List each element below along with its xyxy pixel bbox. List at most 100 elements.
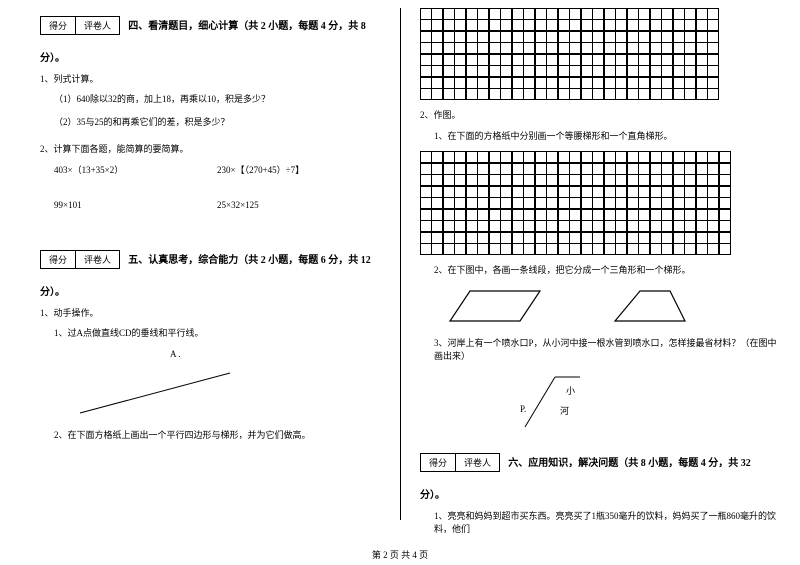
grid-cell [592, 209, 604, 221]
grid-cell [581, 31, 593, 43]
grid-cell [500, 243, 512, 255]
grid-cell [604, 19, 616, 31]
grid-cell [466, 243, 478, 255]
grid-cell [500, 197, 512, 209]
score-box-5: 得分评卷人 [40, 250, 120, 269]
grid-cell [569, 209, 581, 221]
grid-cell [558, 197, 570, 209]
section-6-title: 六、应用知识，解决问题（共 8 小题，每题 4 分，共 32 [508, 458, 751, 469]
grid-cell [443, 197, 455, 209]
grid-cell [489, 232, 501, 244]
grid-cell [569, 31, 581, 43]
grid-cell [696, 77, 708, 89]
grid-cell [569, 174, 581, 186]
grid-cell [661, 54, 673, 66]
grid-cell [673, 42, 685, 54]
grid-cell [627, 174, 639, 186]
grid-cell [650, 54, 662, 66]
grid-cell [615, 151, 627, 163]
grid-cell [592, 151, 604, 163]
q-r-2a: 1、在下面的方格纸中分别画一个等腰梯形和一个直角梯形。 [434, 129, 780, 142]
grid-cell [615, 8, 627, 20]
grid-cell [615, 174, 627, 186]
grid-cell [420, 243, 432, 255]
grid-cell [604, 174, 616, 186]
grid-cell [523, 243, 535, 255]
grid-cell [558, 77, 570, 89]
right-column: 2、作图。 1、在下面的方格纸中分别画一个等腰梯形和一个直角梯形。 2、在下图中… [400, 0, 800, 540]
grid-cell [523, 19, 535, 31]
grid-cell [535, 88, 547, 100]
grid-cell [512, 77, 524, 89]
grid-cell [627, 197, 639, 209]
parallelogram [450, 291, 540, 321]
grid-cell [523, 232, 535, 244]
grid-cell [431, 54, 443, 66]
grid-cell [569, 77, 581, 89]
grid-cell [535, 19, 547, 31]
grid-cell [546, 220, 558, 232]
grid-cell [696, 209, 708, 221]
grid-cell [443, 163, 455, 175]
grid-cell [489, 186, 501, 198]
grid-cell [638, 197, 650, 209]
calc-4: 25×32×125 [217, 200, 380, 210]
section-4-fen: 分）。 [40, 49, 380, 64]
grid-cell [466, 151, 478, 163]
grid-cell [604, 65, 616, 77]
grid-cell [650, 197, 662, 209]
grid-cell [673, 151, 685, 163]
grid-cell [523, 65, 535, 77]
section-5-title: 五、认真思考，综合能力（共 2 小题，每题 6 分，共 12 [128, 255, 371, 266]
grader-label: 评卷人 [76, 251, 119, 268]
grid-cell [684, 197, 696, 209]
grid-cell [673, 197, 685, 209]
grid-cell [523, 42, 535, 54]
page-footer: 第 2 页 共 4 页 [0, 548, 800, 561]
grid-cell [523, 31, 535, 43]
grid-cell [569, 8, 581, 20]
grid-cell [535, 197, 547, 209]
grid-cell [661, 88, 673, 100]
grid-cell [696, 220, 708, 232]
grid-cell [696, 88, 708, 100]
grid-cell [650, 65, 662, 77]
grid-cell [661, 186, 673, 198]
grid-cell [500, 65, 512, 77]
grid-cell [638, 19, 650, 31]
grid-cell [661, 243, 673, 255]
grid-cell [604, 77, 616, 89]
grid-cell [466, 88, 478, 100]
grid-2 [420, 152, 731, 256]
grid-cell [638, 31, 650, 43]
grid-cell [615, 65, 627, 77]
grid-cell [477, 65, 489, 77]
score-label: 得分 [41, 17, 76, 34]
grid-cell [443, 8, 455, 20]
river-diagram: 小 河 P. [520, 372, 780, 439]
grid-cell [420, 54, 432, 66]
grid-cell [650, 8, 662, 20]
grid-cell [684, 8, 696, 20]
grid-cell [466, 77, 478, 89]
grid-cell [696, 243, 708, 255]
grid-cell [569, 42, 581, 54]
grid-cell [431, 243, 443, 255]
grid-cell [661, 77, 673, 89]
grid-cell [477, 77, 489, 89]
grid-cell [500, 209, 512, 221]
grid-cell [558, 209, 570, 221]
parallelogram-svg [440, 286, 550, 326]
grid-cell [443, 151, 455, 163]
grid-cell [696, 54, 708, 66]
grid-cell [558, 19, 570, 31]
grid-cell [627, 209, 639, 221]
grid-cell [489, 197, 501, 209]
grid-cell [454, 174, 466, 186]
grid-cell [581, 163, 593, 175]
grid-cell [477, 220, 489, 232]
grid-cell [604, 220, 616, 232]
grid-cell [673, 186, 685, 198]
grid-cell [546, 8, 558, 20]
grid-cell [466, 197, 478, 209]
